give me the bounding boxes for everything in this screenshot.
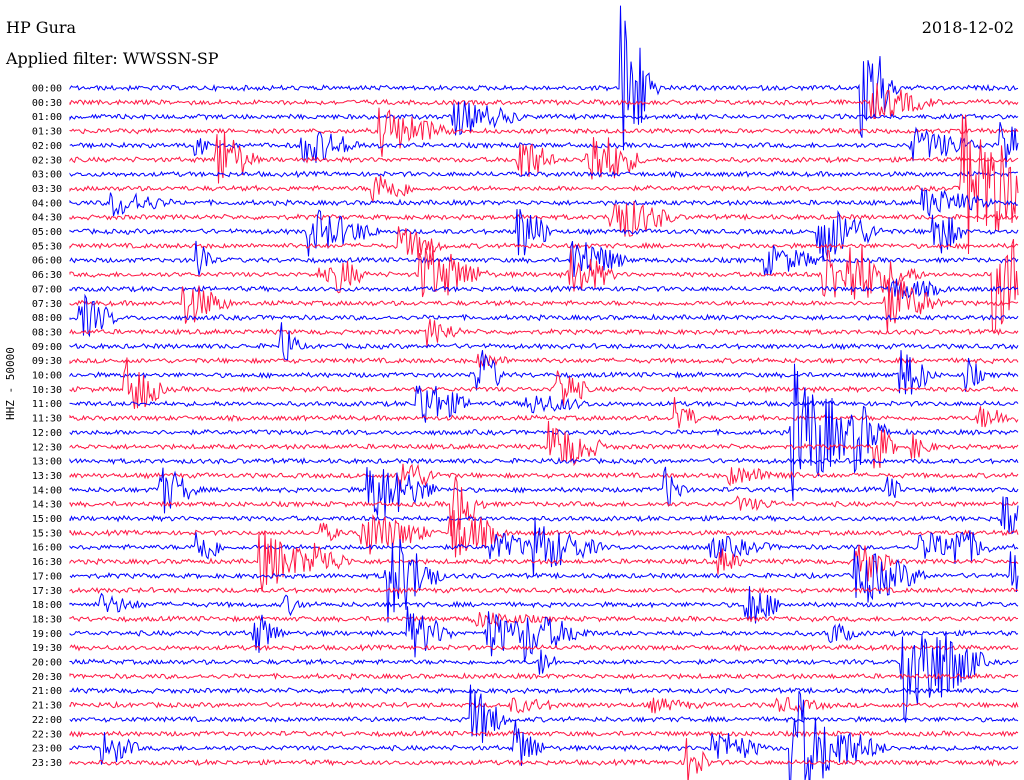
time-tick-label: 15:30 bbox=[32, 528, 62, 539]
time-tick-label: 14:30 bbox=[32, 500, 62, 511]
trace-row bbox=[69, 201, 1019, 237]
trace-row bbox=[69, 209, 1019, 262]
trace-row bbox=[69, 738, 1019, 780]
time-tick-label: 07:00 bbox=[32, 284, 62, 295]
trace-row bbox=[69, 496, 1019, 535]
trace-row bbox=[69, 476, 1019, 537]
trace-row bbox=[69, 293, 1019, 338]
time-tick-label: 03:00 bbox=[32, 170, 62, 181]
trace-row bbox=[69, 240, 1019, 278]
time-tick-label: 16:00 bbox=[32, 543, 62, 554]
time-tick-label: 21:00 bbox=[32, 686, 62, 697]
trace-row bbox=[69, 686, 1019, 695]
filter-label: Applied filter: WWSSN-SP bbox=[6, 49, 219, 68]
trace-row bbox=[69, 672, 1019, 681]
time-tick-label: 14:00 bbox=[32, 485, 62, 496]
time-tick-label: 10:00 bbox=[32, 371, 62, 382]
trace-row bbox=[69, 187, 1019, 217]
time-tick-label: 07:30 bbox=[32, 299, 62, 310]
trace-row bbox=[69, 121, 1019, 168]
trace-row bbox=[69, 643, 1019, 652]
trace-row bbox=[69, 586, 1019, 595]
trace-row bbox=[69, 690, 1019, 780]
time-tick-label: 11:30 bbox=[32, 414, 62, 425]
trace-row bbox=[69, 606, 1019, 663]
trace-row bbox=[69, 322, 1019, 362]
trace-row bbox=[69, 697, 1019, 714]
time-tick-label: 11:00 bbox=[32, 399, 62, 410]
trace-row bbox=[69, 684, 1019, 743]
time-tick-label: 12:00 bbox=[32, 428, 62, 439]
trace-row bbox=[69, 729, 1019, 738]
trace-row bbox=[69, 420, 1019, 469]
time-tick-label: 00:00 bbox=[32, 84, 62, 95]
time-tick-label: 05:00 bbox=[32, 227, 62, 238]
time-tick-label: 22:00 bbox=[32, 715, 62, 726]
station-title: HP Gura bbox=[6, 18, 77, 37]
time-tick-label: 23:00 bbox=[32, 744, 62, 755]
trace-row bbox=[69, 456, 1019, 465]
time-tick-label: 23:30 bbox=[32, 758, 62, 769]
trace-row bbox=[69, 114, 1019, 255]
trace-row bbox=[69, 238, 1019, 334]
time-tick-label: 02:30 bbox=[32, 155, 62, 166]
trace-row bbox=[69, 350, 1019, 395]
time-tick-label: 04:00 bbox=[32, 198, 62, 209]
time-tick-label: 10:30 bbox=[32, 385, 62, 396]
trace-row bbox=[69, 397, 1019, 429]
time-tick-label: 01:30 bbox=[32, 127, 62, 138]
date-label: 2018-12-02 bbox=[921, 18, 1014, 37]
time-tick-label: 04:30 bbox=[32, 213, 62, 224]
trace-row bbox=[69, 226, 1019, 259]
trace-row bbox=[69, 101, 1019, 136]
time-tick-label: 08:00 bbox=[32, 313, 62, 324]
trace-row bbox=[69, 466, 1019, 517]
trace-row bbox=[69, 278, 1019, 333]
time-tick-label: 06:30 bbox=[32, 270, 62, 281]
trace-row bbox=[69, 463, 1019, 491]
trace-row bbox=[69, 83, 1019, 120]
time-tick-label: 20:00 bbox=[32, 658, 62, 669]
time-tick-label: 16:30 bbox=[32, 557, 62, 568]
trace-row bbox=[69, 538, 1019, 623]
trace-row bbox=[69, 531, 1019, 592]
time-tick-label: 19:00 bbox=[32, 629, 62, 640]
time-tick-label: 09:00 bbox=[32, 342, 62, 353]
trace-row bbox=[69, 131, 1019, 184]
time-tick-label: 15:00 bbox=[32, 514, 62, 525]
trace-row bbox=[69, 518, 1019, 577]
time-tick-label: 17:30 bbox=[32, 586, 62, 597]
time-tick-label: 22:30 bbox=[32, 729, 62, 740]
time-tick-label: 17:00 bbox=[32, 571, 62, 582]
time-tick-label: 09:30 bbox=[32, 356, 62, 367]
time-tick-label: 20:30 bbox=[32, 672, 62, 683]
trace-row bbox=[69, 278, 1018, 301]
trace-row bbox=[69, 385, 1019, 423]
trace-row bbox=[69, 5, 1019, 151]
trace-row bbox=[69, 170, 1019, 179]
time-tick-label: 01:00 bbox=[32, 112, 62, 123]
trace-row bbox=[69, 612, 1019, 629]
time-tick-label: 18:30 bbox=[32, 614, 62, 625]
trace-row bbox=[69, 107, 1019, 157]
time-tick-label: 02:00 bbox=[32, 141, 62, 152]
time-tick-label: 05:30 bbox=[32, 241, 62, 252]
time-tick-label: 00:30 bbox=[32, 98, 62, 109]
trace-row bbox=[69, 586, 1019, 624]
time-tick-label: 21:30 bbox=[32, 701, 62, 712]
trace-row bbox=[69, 363, 1019, 502]
trace-row bbox=[69, 357, 1019, 409]
time-tick-label: 18:00 bbox=[32, 600, 62, 611]
trace-row bbox=[69, 631, 1019, 721]
time-tick-label: 19:30 bbox=[32, 643, 62, 654]
time-tick-label: 03:30 bbox=[32, 184, 62, 195]
trace-row bbox=[69, 353, 1019, 368]
time-tick-label: 13:30 bbox=[32, 471, 62, 482]
time-tick-label: 08:30 bbox=[32, 327, 62, 338]
trace-row bbox=[69, 318, 1019, 348]
time-tick-label: 13:00 bbox=[32, 457, 62, 468]
time-tick-label: 06:00 bbox=[32, 256, 62, 267]
time-tick-label: 12:30 bbox=[32, 442, 62, 453]
